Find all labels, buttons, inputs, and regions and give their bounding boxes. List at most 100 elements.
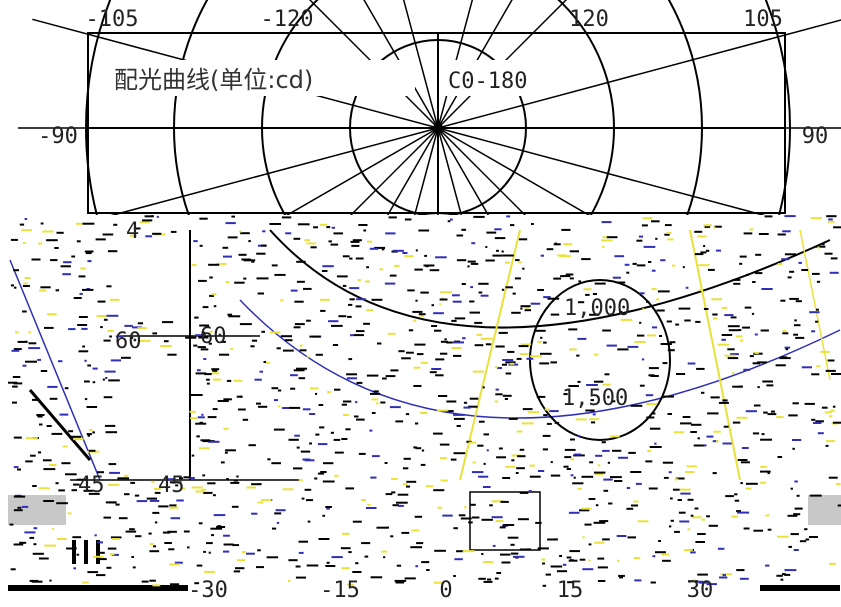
dither-dot	[338, 315, 347, 318]
dither-dot	[51, 432, 63, 435]
dither-dot	[207, 416, 217, 419]
dither-dot	[322, 265, 334, 268]
dither-dot	[506, 215, 511, 218]
dither-dot	[782, 230, 791, 233]
dither-dot	[309, 413, 316, 415]
dither-dot	[832, 421, 841, 424]
dither-dot	[66, 547, 76, 550]
dither-dot	[372, 455, 380, 458]
dither-dot	[547, 538, 557, 541]
dither-dot	[406, 480, 417, 483]
angle-label-top-left-inner: -120	[261, 7, 314, 32]
dither-dot	[202, 474, 206, 477]
dither-dot	[109, 471, 120, 474]
dither-dot	[765, 514, 770, 517]
dither-dot	[713, 226, 716, 229]
dither-dot	[345, 487, 354, 490]
dither-dot	[545, 573, 551, 576]
dither-dot	[70, 435, 82, 438]
dither-dot	[204, 373, 212, 376]
dither-dot	[498, 447, 503, 450]
dither-dot	[612, 276, 621, 279]
dither-dot	[309, 442, 312, 445]
dither-dot	[725, 495, 734, 498]
dither-dot	[476, 333, 483, 336]
dither-dot	[168, 548, 175, 551]
dither-dot	[418, 229, 430, 232]
dither-dot	[273, 399, 279, 402]
dither-dot	[326, 561, 330, 564]
dither-dot	[231, 215, 235, 218]
dither-dot	[212, 378, 221, 381]
dither-dot	[582, 536, 585, 539]
dither-dot	[740, 482, 743, 485]
dither-dot	[239, 230, 242, 233]
dither-dot	[472, 461, 476, 464]
dither-dot	[137, 322, 144, 325]
dither-dot	[13, 436, 22, 439]
dither-dot	[569, 550, 580, 553]
dither-dot	[203, 358, 207, 360]
dither-dot	[296, 446, 300, 449]
dither-dot	[687, 362, 696, 365]
dither-dot	[724, 314, 734, 317]
dither-dot	[331, 324, 343, 327]
dither-dot	[648, 261, 652, 263]
dither-dot	[342, 532, 350, 535]
dither-dot	[199, 217, 208, 220]
dither-dot	[754, 351, 759, 354]
dither-dot	[266, 556, 279, 559]
dither-dot	[561, 228, 571, 231]
dither-dot	[832, 405, 836, 408]
dither-dot	[760, 438, 772, 441]
dither-dot	[251, 260, 255, 263]
dither-dot	[502, 394, 512, 397]
dither-dot	[420, 412, 428, 414]
dither-dot	[668, 471, 672, 474]
dither-dot	[567, 581, 575, 584]
dither-dot	[391, 477, 398, 480]
dither-dot	[503, 524, 515, 526]
dither-dot	[195, 334, 206, 337]
dither-dot	[65, 473, 77, 476]
dither-dot	[381, 248, 385, 251]
dither-dot	[164, 478, 175, 481]
dither-dot	[190, 394, 203, 396]
dither-dot	[594, 380, 604, 383]
dither-dot	[666, 320, 672, 323]
dither-dot	[385, 232, 396, 235]
dither-dot	[24, 340, 28, 343]
dither-dot	[425, 265, 429, 268]
dither-dot	[73, 483, 80, 486]
dither-dot	[675, 477, 685, 480]
dither-dot	[712, 313, 718, 316]
dither-dot	[295, 576, 306, 579]
dither-dot	[195, 490, 204, 493]
dither-dot	[113, 223, 118, 226]
dither-dot	[369, 247, 379, 250]
dither-dot	[450, 458, 457, 461]
dither-dot	[471, 471, 484, 474]
dither-dot	[787, 514, 798, 517]
dither-dot	[371, 298, 383, 301]
dither-dot	[679, 488, 691, 491]
dither-dot	[193, 344, 198, 347]
dither-dot	[365, 507, 377, 509]
lower-diag-3	[9, 259, 101, 481]
dither-dot	[169, 481, 182, 484]
dither-dot	[259, 370, 263, 373]
inner-label-60-left: 60	[115, 329, 142, 354]
dither-dot	[164, 542, 172, 544]
dither-dot	[284, 339, 293, 342]
dither-dot	[100, 326, 103, 329]
dither-dot	[667, 233, 670, 236]
dither-dot	[208, 342, 212, 345]
dither-dot	[698, 289, 703, 291]
dither-dot	[784, 573, 791, 576]
dither-dot	[760, 465, 767, 468]
dither-dot	[375, 402, 379, 405]
dither-dot	[609, 435, 620, 438]
dither-dot	[251, 339, 258, 342]
dither-dot	[208, 551, 211, 554]
dither-dot	[393, 264, 400, 267]
